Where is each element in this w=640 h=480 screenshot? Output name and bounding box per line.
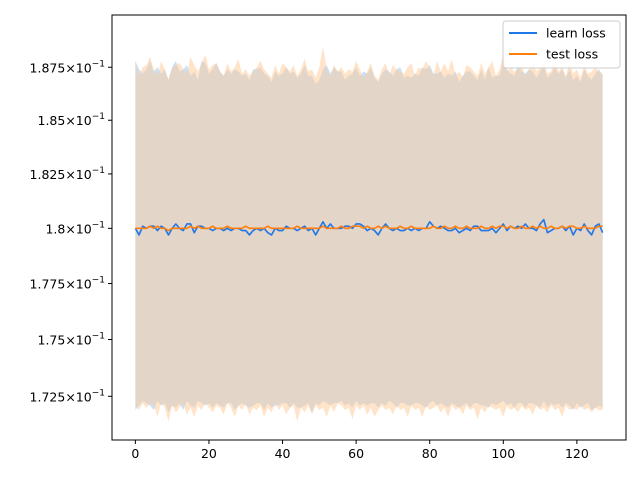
y-tick-label: 1.875×10−1 xyxy=(30,59,105,75)
x-tick-label: 40 xyxy=(275,446,291,461)
y-tick-label: 1.8×10−1 xyxy=(45,220,105,236)
x-tick-label: 80 xyxy=(422,446,438,461)
x-tick-label: 0 xyxy=(131,446,139,461)
y-tick-exponent: −1 xyxy=(92,388,105,398)
y-tick-exponent: −1 xyxy=(92,166,105,176)
y-tick-exponent: −1 xyxy=(92,220,105,230)
series-lines xyxy=(134,218,604,236)
x-tick-label: 60 xyxy=(348,446,364,461)
y-tick-label: 1.75×10−1 xyxy=(38,332,106,348)
y-tick-mantissa: 1.725×10 xyxy=(30,389,92,404)
y-tick-mantissa: 1.8×10 xyxy=(45,221,91,236)
x-tick-label: 120 xyxy=(565,446,589,461)
y-tick-label: 1.85×10−1 xyxy=(38,112,106,128)
y-tick-label: 1.725×10−1 xyxy=(30,388,105,404)
x-tick-label: 100 xyxy=(491,446,515,461)
legend-label-test-loss: test loss xyxy=(546,47,598,62)
y-axis: 1.725×10−11.75×10−11.775×10−11.8×10−11.8… xyxy=(30,59,112,404)
x-axis: 0 20 40 60 80 100 120 xyxy=(131,440,589,461)
x-tick-label: 20 xyxy=(201,446,217,461)
y-tick-label: 1.775×10−1 xyxy=(30,276,105,292)
y-tick-mantissa: 1.875×10 xyxy=(30,60,92,75)
y-tick-exponent: −1 xyxy=(92,276,105,286)
y-tick-mantissa: 1.825×10 xyxy=(30,167,92,182)
y-tick-mantissa: 1.85×10 xyxy=(38,113,92,128)
y-tick-exponent: −1 xyxy=(92,59,105,69)
confidence-bands xyxy=(135,46,603,422)
y-tick-mantissa: 1.75×10 xyxy=(38,333,92,348)
y-tick-exponent: −1 xyxy=(92,332,105,342)
line-learn-loss xyxy=(134,218,604,236)
y-tick-label: 1.825×10−1 xyxy=(30,166,105,182)
y-tick-mantissa: 1.775×10 xyxy=(30,277,92,292)
plot-frame xyxy=(111,14,627,441)
line-test-loss xyxy=(135,225,603,232)
band-test-loss xyxy=(135,46,603,422)
legend-label-learn-loss: learn loss xyxy=(546,26,606,41)
legend: learn loss test loss xyxy=(502,20,621,69)
y-tick-exponent: −1 xyxy=(92,112,105,122)
